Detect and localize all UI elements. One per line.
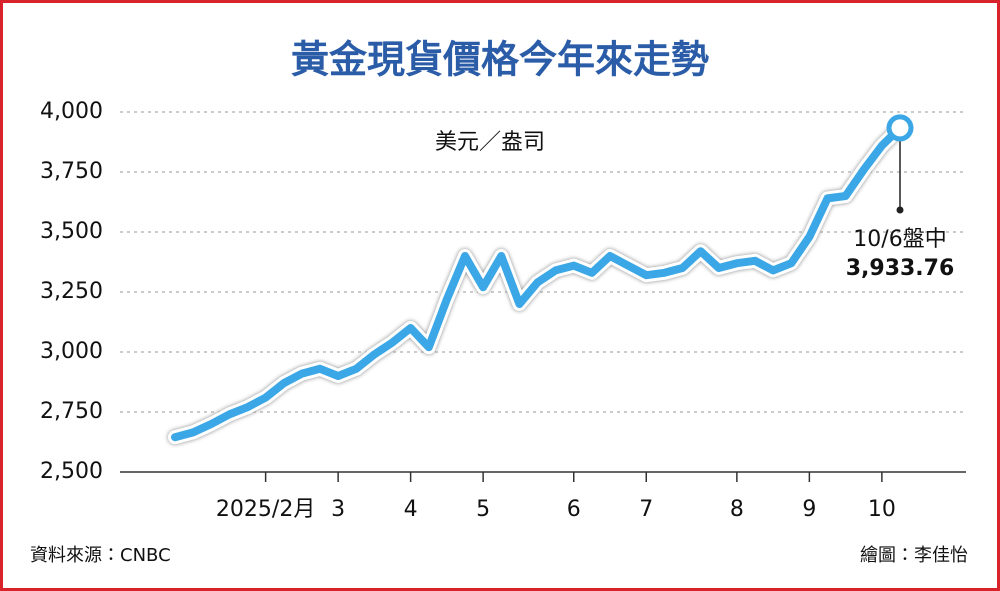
y-tick-label: 3,000 [40,339,103,364]
end-point [886,114,914,142]
credit: 繪圖：李佳怡 [860,545,968,566]
annotation-dot [896,206,904,214]
unit-label: 美元／盎司 [435,130,545,155]
x-tick-label: 2025/2月 [216,497,315,522]
y-tick-label: 4,000 [40,99,103,124]
y-tick-label: 3,250 [40,279,103,304]
x-tick-label: 6 [567,497,581,522]
source: 資料來源：CNBC [30,545,171,566]
x-tick-label: 4 [404,497,418,522]
y-tick-label: 2,500 [40,459,103,484]
x-tick-label: 7 [639,497,653,522]
line [171,123,904,442]
y-tick-label: 2,750 [40,399,103,424]
x-tick-label: 8 [730,497,744,522]
annotation: 10/6盤中 [853,227,946,252]
x-tick-label: 3 [331,497,345,522]
x-tick-label: 10 [868,497,896,522]
y-tick-label: 3,750 [40,159,103,184]
value-label: 3,933.76 [846,256,955,281]
y-tick-label: 3,500 [40,219,103,244]
x-tick-label: 9 [802,497,816,522]
x-tick-label: 5 [476,497,490,522]
chart-title: 黃金現貨價格今年來走勢 [291,38,709,82]
